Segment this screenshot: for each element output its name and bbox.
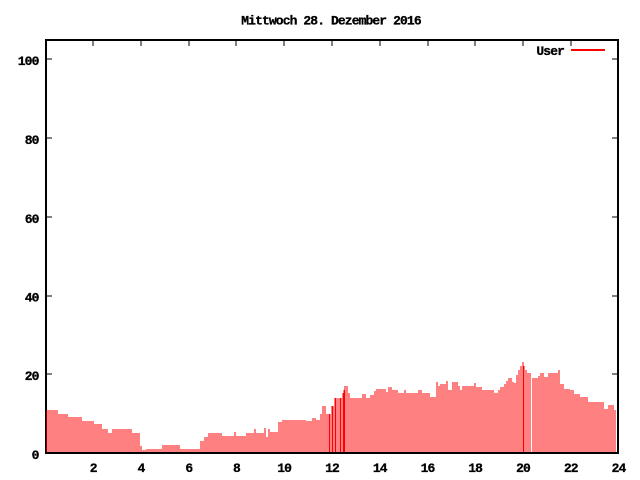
svg-text:14: 14 — [373, 461, 388, 476]
svg-text:18: 18 — [468, 461, 483, 476]
svg-text:100: 100 — [18, 54, 40, 69]
svg-text:60: 60 — [25, 212, 40, 227]
svg-text:24: 24 — [612, 461, 627, 476]
svg-text:User: User — [536, 44, 564, 59]
svg-text:40: 40 — [25, 291, 40, 306]
svg-text:80: 80 — [25, 133, 40, 148]
svg-text:0: 0 — [32, 448, 40, 463]
svg-text:2: 2 — [90, 461, 98, 476]
svg-text:Mittwoch 28. Dezember 2016: Mittwoch 28. Dezember 2016 — [241, 14, 422, 29]
svg-text:16: 16 — [421, 461, 436, 476]
svg-text:8: 8 — [233, 461, 241, 476]
svg-text:12: 12 — [325, 461, 340, 476]
svg-text:20: 20 — [516, 461, 531, 476]
svg-text:22: 22 — [564, 461, 579, 476]
svg-text:4: 4 — [138, 461, 146, 476]
svg-text:20: 20 — [25, 369, 40, 384]
svg-text:10: 10 — [277, 461, 292, 476]
svg-text:6: 6 — [185, 461, 193, 476]
